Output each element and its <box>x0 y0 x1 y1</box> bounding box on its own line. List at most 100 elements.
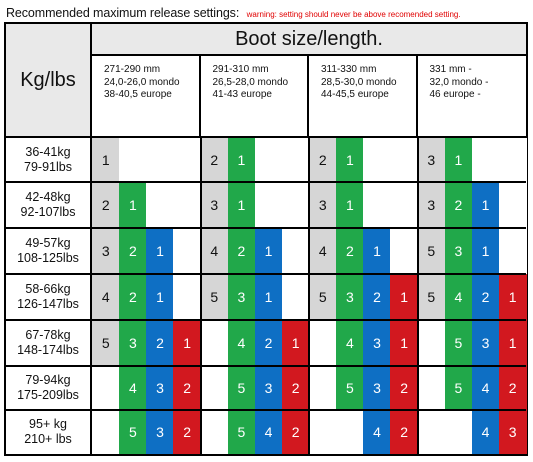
warning-text: warning: setting should never be above r… <box>246 10 461 19</box>
empty-setting-cell <box>200 366 229 410</box>
release-setting-cell: 3 <box>417 138 446 182</box>
release-setting-cell: 5 <box>444 366 473 410</box>
release-settings-table: Kg/lbs Boot size/length. 271-290 mm 24,0-… <box>4 22 528 456</box>
release-setting-cell: 3 <box>146 410 174 454</box>
boot-size-column-header-4: 331 mm -32,0 mondo -46 europe - <box>417 56 526 138</box>
empty-setting-cell <box>281 228 310 274</box>
weight-lbs: 92-107lbs <box>20 205 76 219</box>
empty-setting-cell <box>173 138 201 182</box>
release-setting-cell: 5 <box>92 320 120 366</box>
release-setting-cell: 1 <box>227 182 256 228</box>
boot-size-spec-line: 26,5-28,0 mondo <box>212 76 289 88</box>
release-setting-cell: 1 <box>254 274 283 320</box>
release-setting-cell: 1 <box>281 320 310 366</box>
release-setting-cell: 2 <box>390 410 418 454</box>
boot-size-column-header-2: 291-310 mm 26,5-28,0 mondo 41-43 europe <box>200 56 309 138</box>
empty-setting-cell <box>119 138 147 182</box>
release-setting-cell: 2 <box>336 228 364 274</box>
release-setting-cell: 1 <box>336 138 364 182</box>
release-setting-cell: 4 <box>309 228 337 274</box>
release-setting-cell: 3 <box>227 274 256 320</box>
release-setting-cell: 5 <box>227 366 256 410</box>
release-setting-cell: 3 <box>363 366 391 410</box>
column-divider <box>199 138 202 454</box>
release-setting-cell: 4 <box>363 410 391 454</box>
empty-setting-cell <box>498 138 527 182</box>
weight-lbs: 79-91lbs <box>24 160 72 174</box>
release-setting-cell: 4 <box>471 410 500 454</box>
empty-setting-cell <box>254 182 283 228</box>
empty-setting-cell <box>309 366 337 410</box>
weight-kg: 58-66kg <box>25 282 71 296</box>
chart-title: Recommended maximum release settings: <box>6 6 240 20</box>
release-setting-cell: 1 <box>119 182 147 228</box>
weight-range-label: 95+ kg 210+ lbs <box>6 410 92 454</box>
release-setting-cell: 4 <box>444 274 473 320</box>
release-setting-cell: 1 <box>146 274 174 320</box>
boot-size-header: Boot size/length. <box>92 24 526 56</box>
release-setting-cell: 5 <box>309 274 337 320</box>
release-setting-cell: 3 <box>309 182 337 228</box>
release-setting-cell: 2 <box>471 274 500 320</box>
row-divider <box>6 409 526 411</box>
release-setting-cell: 2 <box>309 138 337 182</box>
release-setting-cell: 3 <box>363 320 391 366</box>
release-setting-cell: 2 <box>390 366 418 410</box>
release-setting-cell: 1 <box>363 228 391 274</box>
column-divider <box>416 138 419 454</box>
release-setting-cell: 3 <box>471 320 500 366</box>
release-setting-cell: 1 <box>444 138 473 182</box>
empty-setting-cell <box>92 366 120 410</box>
release-setting-cell: 3 <box>417 182 446 228</box>
release-setting-cell: 5 <box>227 410 256 454</box>
release-setting-cell: 1 <box>173 320 201 366</box>
release-setting-cell: 4 <box>119 366 147 410</box>
weight-range-label: 79-94kg 175-209lbs <box>6 366 92 410</box>
weight-range-label: 49-57kg 108-125lbs <box>6 228 92 274</box>
weight-kg: 49-57kg <box>25 236 71 250</box>
empty-setting-cell <box>146 138 174 182</box>
empty-setting-cell <box>309 320 337 366</box>
row-divider <box>6 319 526 321</box>
empty-setting-cell <box>417 320 446 366</box>
weight-lbs: 126-147lbs <box>17 297 79 311</box>
column-divider <box>308 138 310 454</box>
release-setting-cell: 2 <box>92 182 120 228</box>
release-setting-cell: 3 <box>336 274 364 320</box>
boot-size-column-header-1: 271-290 mm 24,0-26,0 mondo 38-40,5 europe <box>92 56 201 138</box>
weight-lbs: 108-125lbs <box>17 251 79 265</box>
weight-lbs: 175-209lbs <box>17 388 79 402</box>
boot-size-spec-line: 24,0-26,0 mondo <box>104 76 180 88</box>
empty-setting-cell <box>92 410 120 454</box>
boot-size-spec-line: 28,5-30,0 mondo <box>321 76 397 88</box>
release-setting-cell: 5 <box>200 274 229 320</box>
empty-setting-cell <box>281 274 310 320</box>
weight-kg: 67-78kg <box>25 328 71 342</box>
weight-range-label: 36-41kg 79-91lbs <box>6 138 92 182</box>
release-setting-cell: 4 <box>227 320 256 366</box>
release-setting-cell: 3 <box>498 410 527 454</box>
weight-kg: 95+ kg <box>29 417 67 431</box>
release-setting-cell: 3 <box>200 182 229 228</box>
row-divider <box>6 227 526 229</box>
weight-range-label: 42-48kg 92-107lbs <box>6 182 92 228</box>
release-setting-cell: 2 <box>227 228 256 274</box>
boot-size-spec-line: 32,0 mondo - <box>429 76 489 88</box>
release-setting-cell: 4 <box>200 228 229 274</box>
release-setting-cell: 2 <box>363 274 391 320</box>
weight-range-label: 67-78kg 148-174lbs <box>6 320 92 366</box>
release-setting-cell: 1 <box>336 182 364 228</box>
release-setting-cell: 2 <box>200 138 229 182</box>
release-setting-cell: 2 <box>281 410 310 454</box>
weight-kg: 42-48kg <box>25 190 71 204</box>
weight-lbs: 148-174lbs <box>17 343 79 357</box>
empty-setting-cell <box>417 366 446 410</box>
empty-setting-cell <box>390 228 418 274</box>
empty-setting-cell <box>200 320 229 366</box>
empty-setting-cell <box>471 138 500 182</box>
release-setting-cell: 1 <box>92 138 120 182</box>
release-setting-cell: 5 <box>336 366 364 410</box>
boot-size-spec-line: 331 mm - <box>429 64 472 75</box>
boot-size-spec-line: 291-310 mm <box>212 64 269 75</box>
release-setting-cell: 2 <box>173 366 201 410</box>
